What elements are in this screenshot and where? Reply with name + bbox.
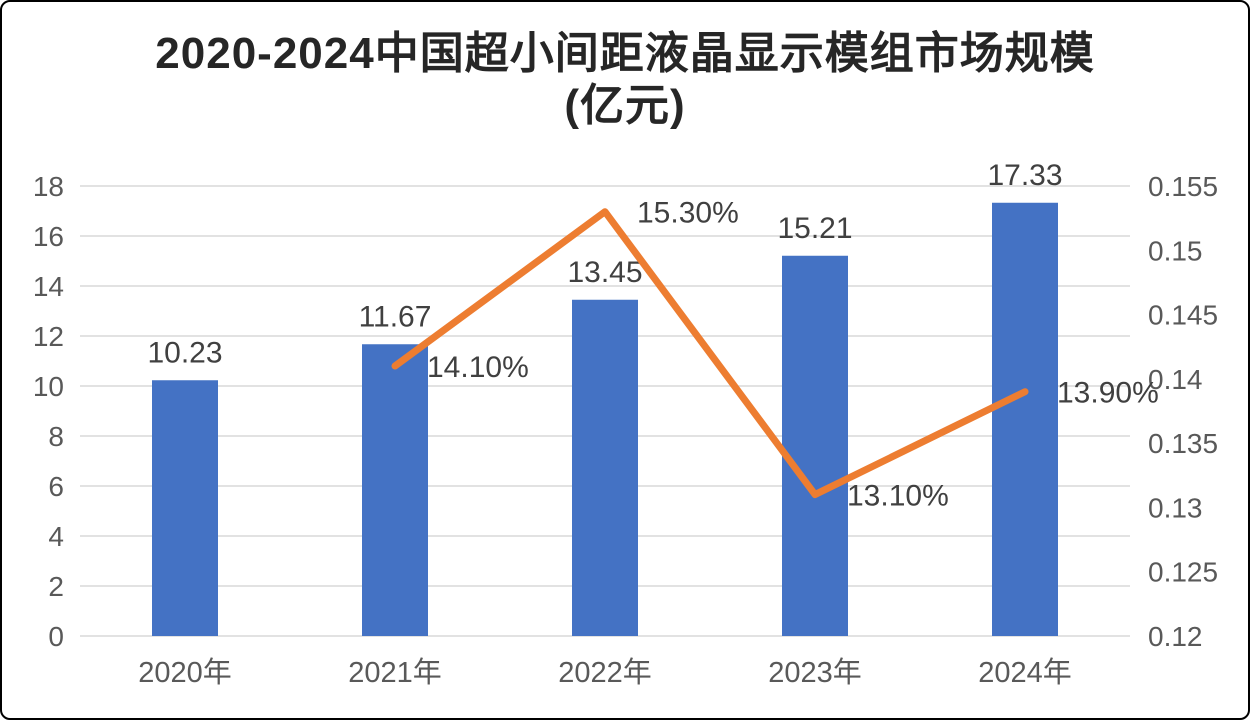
chart-title-line1: 2020-2024中国超小间距液晶显示模组市场规模 — [155, 29, 1095, 78]
right-axis-tick: 0.155 — [1148, 171, 1218, 202]
bar — [992, 202, 1058, 636]
bar — [572, 299, 638, 636]
right-axis-tick: 0.145 — [1148, 300, 1218, 331]
right-axis-tick: 0.15 — [1148, 235, 1203, 266]
x-axis-label: 2020年 — [138, 656, 232, 689]
right-axis-tick: 0.12 — [1148, 621, 1203, 652]
left-axis-tick: 8 — [48, 421, 64, 452]
left-axis-tick: 18 — [33, 171, 64, 202]
bar — [782, 255, 848, 636]
line-value-label: 13.90% — [1057, 377, 1159, 410]
x-axis-label: 2023年 — [768, 656, 862, 689]
line-value-label: 13.10% — [847, 480, 949, 513]
bar — [152, 380, 218, 636]
x-axis-label: 2022年 — [558, 656, 652, 689]
bar-value-label: 11.67 — [359, 300, 432, 333]
right-axis-tick: 0.125 — [1148, 557, 1218, 588]
line-value-label: 14.10% — [427, 351, 529, 384]
right-axis-tick: 0.135 — [1148, 428, 1218, 459]
growth-line — [391, 208, 1029, 499]
left-axis-tick: 4 — [48, 521, 64, 552]
line-value-label: 15.30% — [637, 197, 739, 230]
bar — [362, 344, 428, 636]
x-axis-label: 2024年 — [978, 656, 1072, 689]
chart-title-line2: (亿元) — [564, 80, 686, 130]
left-axis-tick: 16 — [33, 221, 64, 252]
left-axis-tick: 6 — [48, 471, 64, 502]
chart-title: 2020-2024中国超小间距液晶显示模组市场规模 (亿元) — [2, 28, 1248, 132]
bar-value-label: 15.21 — [777, 212, 852, 245]
bar-value-label: 10.23 — [147, 336, 222, 369]
bar-value-label: 17.33 — [987, 159, 1062, 192]
left-axis-tick: 14 — [33, 271, 64, 302]
left-axis-tick: 10 — [33, 371, 64, 402]
bar-value-label: 13.45 — [567, 256, 642, 289]
right-axis-tick: 0.14 — [1148, 364, 1203, 395]
left-axis-tick: 12 — [33, 321, 64, 352]
left-axis-tick: 0 — [48, 621, 64, 652]
right-axis-tick: 0.13 — [1148, 492, 1203, 523]
x-axis-label: 2021年 — [348, 656, 442, 689]
left-axis-tick: 2 — [48, 571, 64, 602]
